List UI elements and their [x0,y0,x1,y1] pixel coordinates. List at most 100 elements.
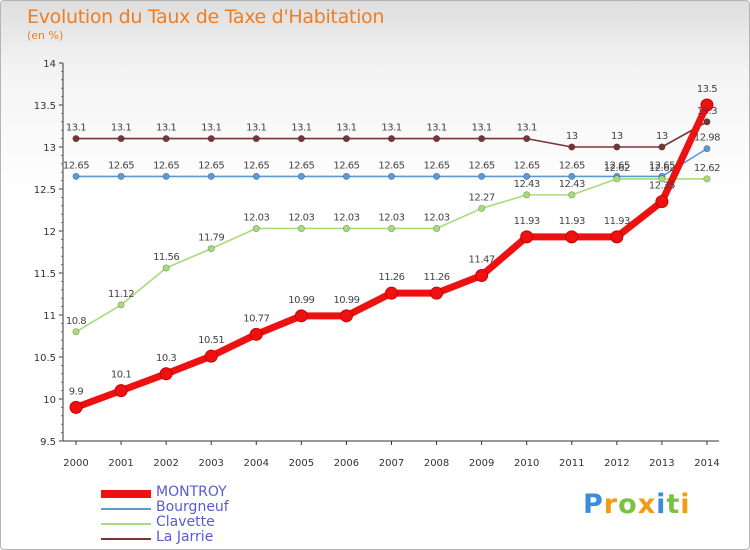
data-point-bourgneuf [342,172,350,180]
data-label-bourgneuf: 12.65 [649,160,675,171]
data-label-la-jarrie: 13.1 [156,123,176,134]
data-label-la-jarrie: 13.1 [336,123,356,134]
data-point-montroy [294,309,308,323]
y-tick-label: 13 [43,143,56,154]
data-point-bourgneuf [297,172,305,180]
data-label-montroy: 11.93 [514,216,540,227]
legend-label: MONTROY [156,484,227,500]
data-point-bourgneuf [252,172,260,180]
data-point-clavette [658,175,666,183]
data-label-bourgneuf: 12.65 [378,160,404,171]
data-label-clavette: 11.56 [153,252,179,263]
data-label-la-jarrie: 13.1 [291,123,311,134]
data-label-montroy: 12.35 [649,181,675,192]
data-point-clavette [433,224,441,232]
y-tick-label: 9.5 [40,437,56,448]
data-label-la-jarrie: 13.1 [66,123,86,134]
data-label-clavette: 12.27 [469,192,495,203]
data-label-la-jarrie: 13.1 [246,123,266,134]
data-point-clavette [207,245,215,253]
data-point-clavette [523,191,531,199]
data-point-bourgneuf [387,172,395,180]
x-tick-label: 2014 [694,458,719,469]
data-point-montroy [520,230,534,244]
data-point-montroy [204,349,218,363]
data-label-bourgneuf: 12.65 [153,160,179,171]
data-label-clavette: 12.03 [423,212,449,223]
legend-label: La Jarrie [156,529,214,545]
x-tick-label: 2000 [63,458,88,469]
data-label-montroy: 10.77 [243,313,269,324]
data-label-montroy: 11.26 [423,272,449,283]
data-point-la-jarrie [387,135,395,143]
y-tick-label: 11.5 [34,269,56,280]
x-tick-label: 2005 [289,458,314,469]
logo-letter: P [583,489,604,520]
data-label-la-jarrie: 13.1 [111,123,131,134]
logo-letter: i [680,489,691,520]
chart-title: Evolution du Taux de Taxe d'Habitation [27,6,385,28]
x-tick-label: 2009 [469,458,494,469]
data-label-clavette: 11.79 [198,233,224,244]
chart-unit-label: (en %) [27,29,64,42]
data-point-la-jarrie [297,135,305,143]
data-label-clavette: 12.62 [649,163,675,174]
data-label-la-jarrie: 13.1 [471,123,491,134]
data-point-la-jarrie [207,135,215,143]
data-point-clavette [117,301,125,309]
data-label-la-jarrie: 13.1 [426,123,446,134]
legend-swatch [101,523,151,525]
data-point-montroy [114,384,128,398]
logo-letter: i [656,489,667,520]
data-point-la-jarrie [523,135,531,143]
data-point-la-jarrie [252,135,260,143]
legend-swatch [101,508,151,510]
legend-label: Bourgneuf [156,499,229,515]
data-point-clavette [478,204,486,212]
data-label-bourgneuf: 12.65 [559,160,585,171]
data-label-la-jarrie: 13 [656,131,668,142]
data-label-bourgneuf: 12.65 [469,160,495,171]
data-point-la-jarrie [568,143,576,151]
data-label-la-jarrie: 13.1 [201,123,221,134]
data-label-la-jarrie: 13.1 [517,123,537,134]
y-tick-label: 11 [43,311,56,322]
data-label-clavette: 12.03 [243,212,269,223]
x-tick-label: 2012 [604,458,629,469]
data-label-montroy: 10.3 [156,353,176,364]
data-point-montroy [430,286,444,300]
y-tick-label: 10 [43,395,56,406]
logo-letter: r [603,489,619,520]
data-point-la-jarrie [117,135,125,143]
data-point-montroy [159,367,173,381]
data-point-bourgneuf [72,172,80,180]
data-point-bourgneuf [568,172,576,180]
data-label-montroy: 11.26 [378,272,404,283]
legend-swatch [101,490,151,498]
data-point-clavette [342,224,350,232]
x-tick-label: 2003 [198,458,223,469]
data-label-bourgneuf: 12.65 [243,160,269,171]
data-point-la-jarrie [478,135,486,143]
data-label-clavette: 12.62 [604,163,630,174]
data-label-bourgneuf: 12.65 [288,160,314,171]
y-tick-label: 10.5 [34,353,56,364]
data-label-la-jarrie: 13 [611,131,623,142]
data-label-clavette: 12.03 [288,212,314,223]
data-point-clavette [252,224,260,232]
data-label-montroy: 10.51 [198,335,224,346]
data-point-clavette [387,224,395,232]
data-point-montroy [475,269,489,283]
legend-label: Clavette [156,514,215,530]
data-point-montroy [655,195,669,209]
data-point-clavette [613,175,621,183]
data-point-montroy [249,327,263,341]
data-point-la-jarrie [658,143,666,151]
data-label-montroy: 10.99 [288,295,314,306]
data-label-bourgneuf: 12.65 [423,160,449,171]
data-label-bourgneuf: 12.65 [198,160,224,171]
data-label-montroy: 11.47 [469,255,495,266]
logo-letter: o [618,489,638,520]
data-point-montroy [339,309,353,323]
data-label-bourgneuf: 12.65 [333,160,359,171]
